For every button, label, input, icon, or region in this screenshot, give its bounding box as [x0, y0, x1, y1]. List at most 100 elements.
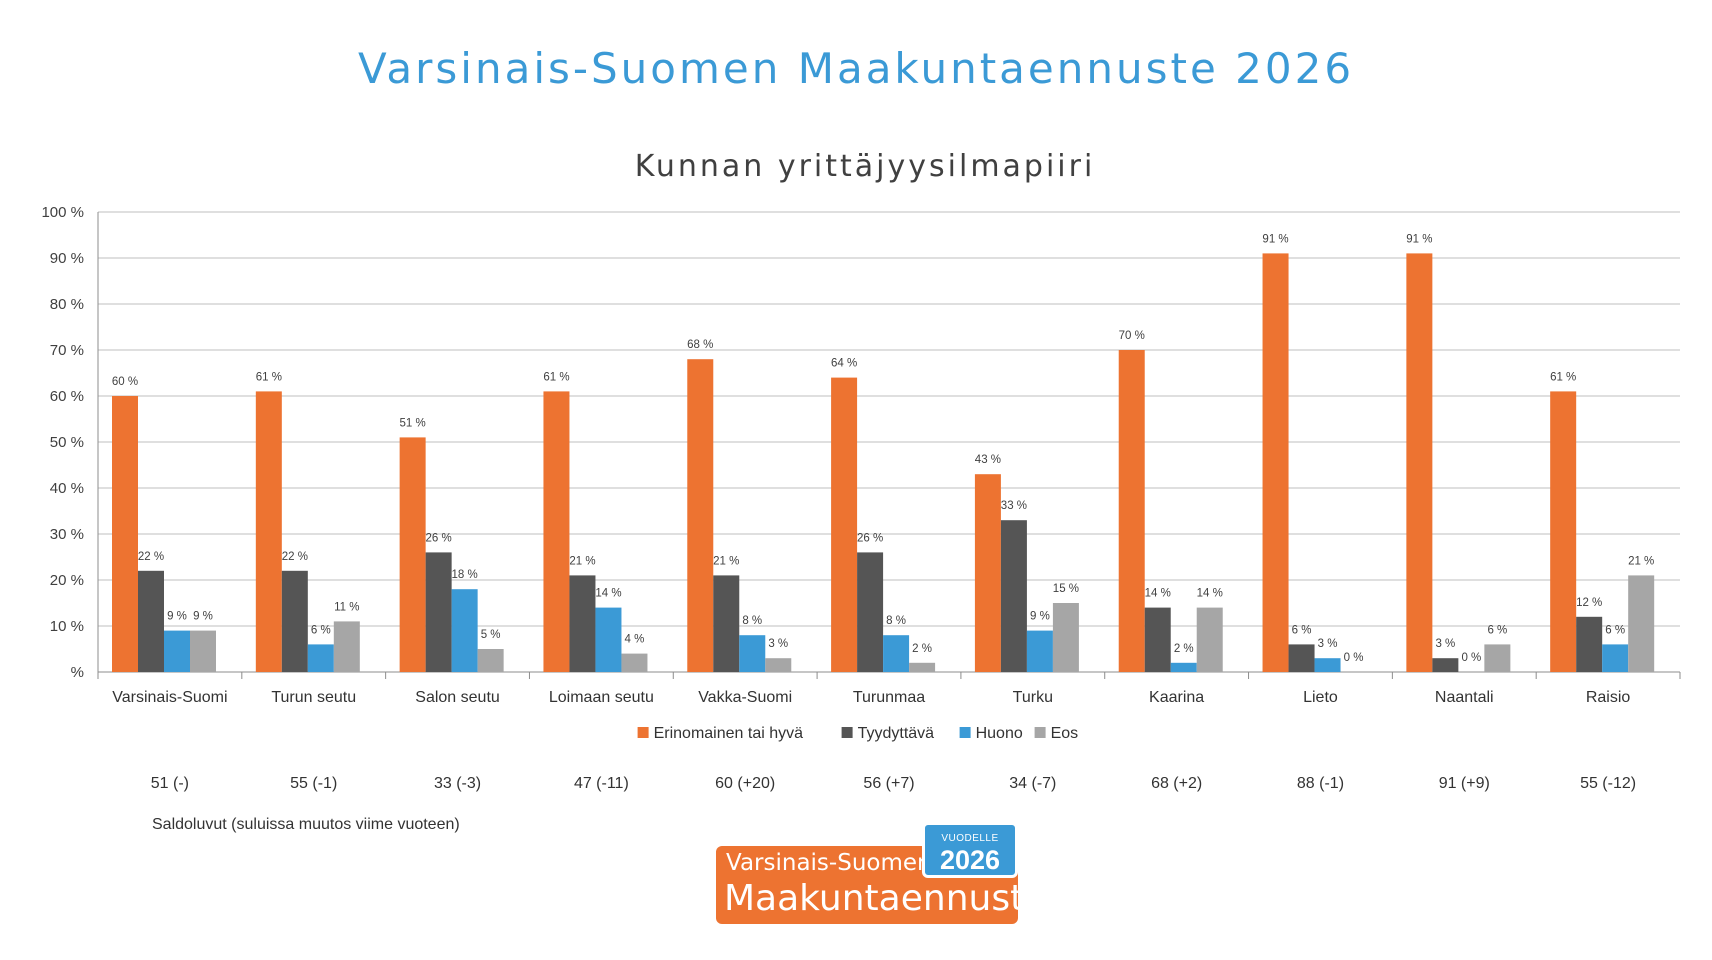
bar: [713, 575, 740, 672]
saldo-value: 68 (+2): [1151, 775, 1202, 792]
bar: [1550, 391, 1577, 672]
legend-swatch: [959, 727, 971, 738]
y-tick-label: 50 %: [50, 434, 84, 451]
bar: [425, 552, 452, 672]
bar: [333, 621, 360, 672]
bar-value-label: 68 %: [687, 339, 713, 351]
bar-value-label: 21 %: [1628, 555, 1654, 567]
saldo-value: 47 (-11): [574, 775, 629, 792]
x-category-label: Loimaan seutu: [549, 689, 654, 706]
bar-value-label: 21 %: [713, 555, 739, 567]
bar-value-label: 22 %: [138, 551, 164, 563]
legend-label: Tyydyttävä: [858, 725, 935, 742]
data-labels: 60 %22 %9 % 9 %61 %22 %6 %11 %51 %26 %18 …: [112, 233, 1654, 664]
bar: [569, 575, 596, 672]
bar-value-label: 9 %: [193, 611, 213, 623]
bar-value-label: 3 %: [1435, 638, 1455, 650]
saldo-value: 33 (-3): [434, 775, 481, 792]
bar: [1262, 253, 1289, 672]
bar-value-label: 14 %: [595, 588, 621, 600]
logo-badge-year: 2026: [939, 845, 1001, 875]
x-category-label: Turku: [1013, 689, 1053, 706]
y-tick-label: 70 %: [50, 342, 84, 359]
bar-value-label: 2 %: [912, 643, 932, 655]
bar: [451, 589, 478, 672]
legend-label: Erinomainen tai hyvä: [654, 725, 804, 742]
bar-value-label: 22 %: [282, 551, 308, 563]
bar-value-label: 70 %: [1119, 330, 1145, 342]
bar: [1196, 607, 1223, 672]
bar-value-label: 64 %: [831, 358, 857, 370]
saldo-row: 51 (-) 55 (-1) 33 (-3) 47 (-11) 60 (+20) 56 (…: [151, 775, 1636, 792]
x-category-label: Varsinais-Suomi: [112, 689, 227, 706]
bar-value-label: 15 %: [1053, 583, 1079, 595]
y-tick-label: 30 %: [50, 526, 84, 543]
bar: [1576, 616, 1603, 672]
saldo-value: 88 (-1): [1297, 775, 1344, 792]
x-category-label: Naantali: [1435, 689, 1494, 706]
bar-value-label: 18 %: [452, 569, 478, 581]
y-tick-label: 90 %: [50, 250, 84, 267]
bar-value-label: 91 %: [1262, 233, 1288, 245]
legend: Erinomainen tai hyvä Tyydyttävä Huono Eos: [637, 725, 1078, 742]
saldo-value: 56 (+7): [863, 775, 914, 792]
saldo-value: 55 (-1): [290, 775, 337, 792]
y-tick-label: 60 %: [50, 388, 84, 405]
bar-value-label: 11 %: [334, 601, 359, 613]
bar-value-label: 9 %: [167, 611, 187, 623]
x-category-label: Vakka-Suomi: [698, 689, 792, 706]
bar-value-label: 21 %: [569, 555, 595, 567]
logo-text-line2: Maakuntaennuste: [724, 878, 1047, 919]
bar-value-label: 61 %: [543, 371, 569, 383]
bar: [1170, 662, 1197, 672]
bar: [765, 658, 792, 672]
bar: [1484, 644, 1511, 672]
bar-value-label: 6 %: [1292, 624, 1312, 636]
bar: [1000, 520, 1027, 672]
bar: [1406, 253, 1433, 672]
bar-value-label: 4 %: [625, 634, 645, 646]
bar: [687, 359, 714, 672]
saldo-value: 51 (-): [151, 775, 189, 792]
x-axis-categories: Varsinais-Suomi Turun seutu Salon seutu Loi…: [112, 689, 1630, 706]
bar-value-label: 14 %: [1197, 588, 1223, 600]
y-tick-label: 80 %: [50, 296, 84, 313]
bar: [1602, 644, 1629, 672]
y-tick-label: 100 %: [41, 204, 84, 221]
bar: [909, 662, 936, 672]
bar-value-label: 6 %: [1487, 624, 1507, 636]
bar: [739, 635, 766, 672]
logo-text-line1: Varsinais-Suomen: [726, 850, 932, 876]
page-title: Varsinais-Suomen Maakuntaennuste 2026: [357, 44, 1355, 93]
x-category-label: Turun seutu: [271, 689, 356, 706]
saldo-value: 91 (+9): [1439, 775, 1490, 792]
bar: [281, 570, 308, 672]
y-tick-label: 10 %: [50, 618, 84, 635]
saldo-caption: Saldoluvut (suluissa muutos viime vuotee…: [152, 816, 460, 833]
x-category-label: Turunmaa: [853, 689, 925, 706]
y-tick-label: 40 %: [50, 480, 84, 497]
bar: [831, 377, 858, 672]
bar-value-label: 6 %: [1605, 624, 1625, 636]
bar-value-label: 5 %: [481, 629, 501, 641]
chart-title: Kunnan yrittäjyysilmapiiri: [635, 149, 1096, 184]
bar-value-label: 9 %: [1030, 611, 1050, 623]
bar-value-label: 0 %: [1461, 652, 1481, 664]
bar: [477, 649, 504, 672]
bar: [1052, 603, 1079, 672]
maakuntaennuste-logo: Varsinais-Suomen Maakuntaennuste VUODELL…: [716, 820, 1046, 924]
bar-value-label: 26 %: [426, 532, 452, 544]
legend-label: Huono: [976, 725, 1023, 742]
bar-value-label: 60 %: [112, 376, 138, 388]
bar: [974, 474, 1001, 672]
bar: [255, 391, 282, 672]
bar: [1432, 658, 1459, 672]
y-axis: % 10 % 20 % 30 % 40 % 50 % 60 % 70 % 80 % 90 % 100…: [41, 204, 1681, 681]
bar: [595, 607, 622, 672]
bar: [1314, 658, 1341, 672]
bar-value-label: 8 %: [886, 615, 906, 627]
bar: [621, 653, 648, 672]
bar-value-label: 91 %: [1406, 233, 1432, 245]
bar-value-label: 61 %: [1550, 371, 1576, 383]
